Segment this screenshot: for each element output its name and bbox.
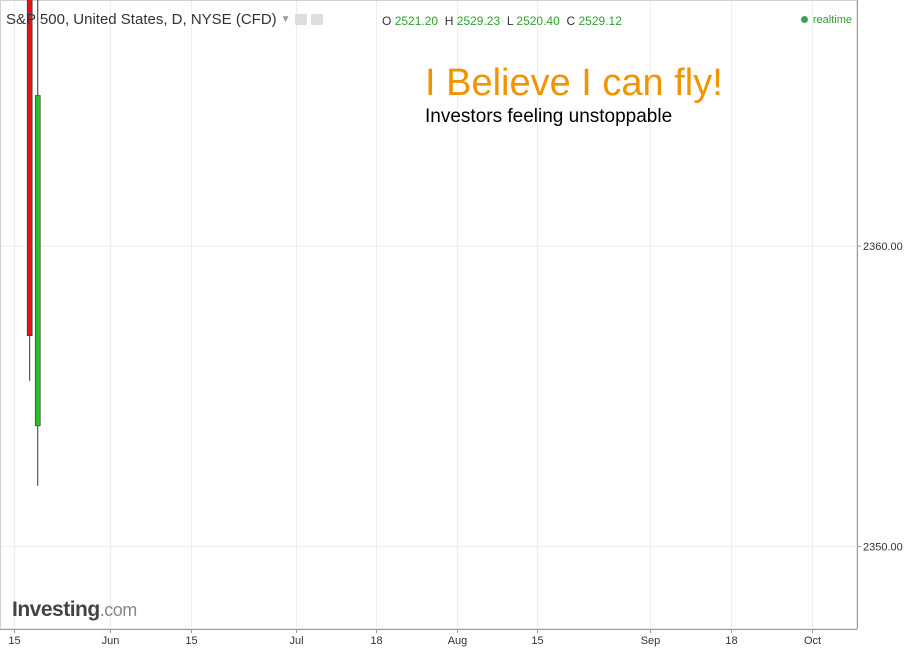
high-label: H [444,14,454,28]
logo-suffix: .com [99,600,138,620]
symbol-title[interactable]: S&P 500, United States, D, NYSE (CFD) [6,11,277,28]
low-label: L [506,14,514,28]
y-tick-label: 2360.00 [863,241,903,253]
realtime-dot-icon [800,16,808,23]
x-tick-label: 15 [8,635,20,647]
low-value: 2520.40 [516,14,560,28]
candle-body [34,95,41,427]
x-tick-label: 18 [370,635,382,647]
x-tick-label: Jun [102,635,120,647]
high-value: 2529.23 [456,14,501,28]
investing-logo: Investing.com [12,598,137,622]
close-label: C [566,14,576,28]
realtime-indicator: realtime [800,14,852,26]
realtime-label: realtime [812,14,852,26]
x-tick-label: Oct [804,635,821,647]
close-value: 2529.12 [578,14,622,28]
candle-body [26,0,33,337]
settings-icon[interactable] [310,14,323,25]
annotation-title[interactable]: I Believe I can fly! [425,62,723,104]
eye-icon[interactable] [294,14,307,25]
x-tick-label: 18 [725,635,737,647]
open-value: 2521.20 [394,14,439,28]
logo-brand: Investing [12,598,100,621]
symbol-dropdown-icon[interactable]: ▼ [280,14,291,25]
x-tick-label: Sep [641,635,661,647]
open-label: O [382,14,392,28]
x-tick-label: 15 [531,635,543,647]
annotation-subtitle[interactable]: Investors feeling unstoppable [425,106,673,127]
ohlc-readout: O 2521.20 H 2529.23 L 2520.40 C 2529.12 [382,14,622,28]
chart-header: S&P 500, United States, D, NYSE (CFD) ▼ [6,11,323,28]
x-tick-label: 15 [185,635,197,647]
y-tick-label: 2350.00 [863,541,903,553]
x-tick-label: Aug [448,635,468,647]
x-tick-label: Jul [289,635,303,647]
